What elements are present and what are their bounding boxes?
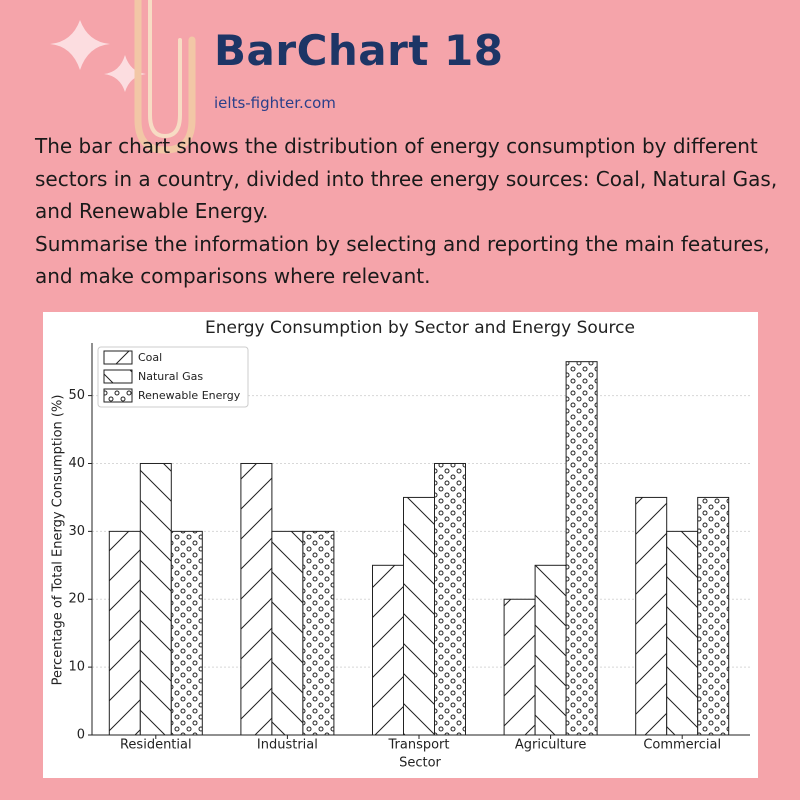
legend-swatch — [103, 388, 133, 403]
y-tick-label: 30 — [68, 524, 85, 539]
bar — [697, 496, 730, 736]
bar — [372, 564, 404, 736]
bar — [666, 530, 699, 736]
legend-label: Renewable Energy — [138, 389, 241, 402]
bar — [240, 462, 273, 736]
bar — [434, 462, 466, 736]
legend-label: Coal — [138, 351, 162, 364]
legend-box — [97, 346, 249, 408]
bar — [503, 598, 536, 736]
legend-label: Natural Gas — [138, 370, 203, 383]
legend-swatch — [103, 369, 133, 384]
prompt-text: Summarise the information by selecting a… — [35, 231, 770, 289]
y-tick-label: 50 — [68, 388, 85, 403]
prompt: The bar chart shows the distribution of … — [35, 130, 785, 293]
x-axis-label: Sector — [399, 756, 441, 771]
bar — [170, 530, 203, 736]
bar — [534, 564, 567, 736]
legend-swatch — [103, 350, 133, 365]
y-axis-label: Percentage of Total Energy Consumption (… — [51, 395, 66, 686]
chart-title: Energy Consumption by Sector and Energy … — [205, 318, 635, 338]
bar — [108, 530, 141, 736]
y-tick-label: 10 — [68, 660, 85, 675]
y-tick-label: 0 — [77, 728, 85, 743]
bar — [635, 496, 668, 736]
decoration — [50, 0, 196, 154]
bar — [403, 496, 435, 736]
bar — [139, 462, 172, 736]
prompt-text: The bar chart shows the distribution of … — [35, 134, 778, 223]
x-tick-label: Agriculture — [515, 738, 587, 753]
bar — [302, 530, 335, 736]
y-tick-label: 40 — [68, 456, 85, 471]
page-title: BarChart 18 — [214, 26, 504, 75]
x-tick-label: Industrial — [257, 738, 318, 753]
site-name: ielts-fighter.com — [214, 94, 336, 112]
bar — [565, 361, 598, 736]
x-tick-label: Transport — [387, 738, 449, 753]
x-tick-label: Residential — [120, 738, 192, 753]
x-tick-label: Commercial — [643, 738, 721, 753]
y-tick-label: 20 — [68, 592, 85, 607]
bar — [271, 530, 304, 736]
